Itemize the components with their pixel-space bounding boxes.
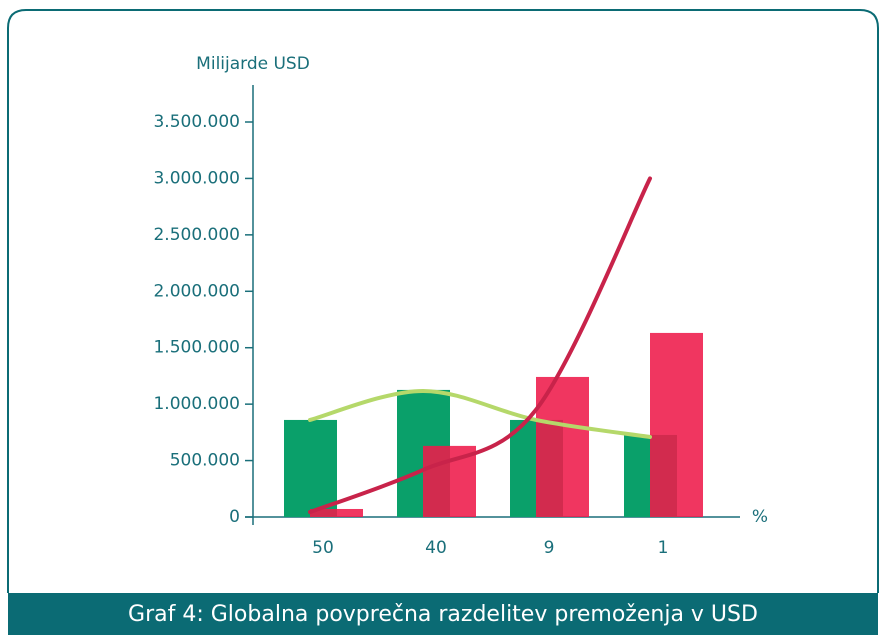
x-tick-label: 50	[312, 538, 334, 558]
caption-bar	[8, 593, 878, 635]
curve	[308, 176, 652, 515]
y-axis-label: Milijarde USD	[196, 54, 310, 74]
bar	[650, 332, 703, 517]
y-tick-label: 0	[229, 507, 240, 527]
y-tick-label: 1.500.000	[153, 338, 240, 358]
y-tick-label: 3.000.000	[153, 168, 240, 188]
chart-title: Graf 4: Globalna povprečna razdelitev pr…	[128, 602, 758, 627]
bar	[423, 445, 476, 517]
bar	[284, 419, 337, 517]
y-tick-label: 2.500.000	[153, 225, 240, 245]
y-tick-label: 3.500.000	[153, 112, 240, 132]
bar	[310, 508, 363, 517]
x-axis-label: %	[752, 507, 768, 527]
x-tick-label: 40	[425, 538, 447, 558]
y-tick-label: 2.000.000	[153, 281, 240, 301]
curve	[308, 388, 652, 439]
x-tick-label: 1	[658, 538, 669, 558]
y-tick-label: 1.000.000	[153, 394, 240, 414]
x-tick-label: 9	[544, 538, 555, 558]
y-tick-label: 500.000	[170, 451, 240, 471]
